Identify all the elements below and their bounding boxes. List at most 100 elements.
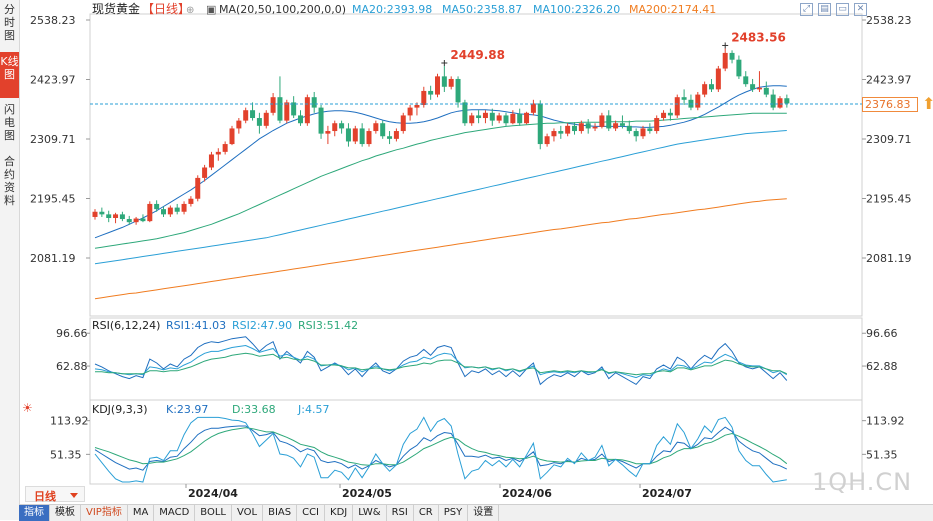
candle-body (195, 177, 201, 199)
side-tab[interactable]: 闪电图 (4, 103, 15, 142)
ma-line-ma100 (94, 130, 787, 265)
candle-body (640, 128, 646, 137)
candle-body (565, 125, 571, 134)
candle-body (695, 94, 701, 108)
ma-line-ma200 (94, 198, 787, 300)
candle-body (119, 214, 125, 220)
candle-body (304, 97, 310, 124)
candle-body (770, 94, 776, 108)
candle-body (613, 123, 619, 129)
ma-line-ma50 (94, 112, 787, 249)
sub-axis-label-left: 62.88 (56, 360, 88, 373)
side-tab[interactable]: 合约资料 (4, 155, 15, 207)
candle-body (154, 203, 160, 210)
candle-body (606, 115, 612, 129)
candle-body (352, 128, 358, 142)
price-axis-label-right: 2309.71 (866, 133, 912, 146)
candle-body (215, 151, 221, 155)
toolbar-item[interactable]: CR (414, 505, 439, 521)
watermark: 1QH.CN (812, 468, 913, 496)
sub-axis-label-left: 96.66 (56, 327, 88, 340)
date-axis-label: 2024/07 (642, 487, 692, 500)
candle-body (140, 218, 146, 222)
candle-body (619, 123, 625, 126)
candle-body (537, 103, 543, 145)
ma-toggle-icon: ▣ (206, 3, 216, 16)
candle-body (462, 102, 468, 124)
candle-body (448, 78, 454, 87)
candle-body (256, 118, 262, 126)
candle-body (298, 115, 303, 124)
candle-body (345, 128, 351, 142)
candle-body (626, 125, 632, 132)
toolbar-item[interactable]: PSY (439, 505, 469, 521)
candle-body (263, 112, 269, 126)
toolbar-item[interactable]: 设置 (468, 505, 500, 521)
fullscreen-icon[interactable]: ⤢ (800, 3, 813, 16)
ma200-value: MA200:2174.41 (629, 3, 716, 16)
candle-body (633, 131, 639, 137)
candle-body (455, 78, 461, 103)
candle-body (414, 105, 420, 108)
candle-body (284, 102, 290, 121)
high-annotation-label: 2483.56 (731, 30, 786, 44)
instrument-name: 现货黄金 (92, 1, 140, 16)
toolbar-item[interactable]: VOL (232, 505, 264, 521)
ma50-value: MA50:2358.87 (442, 3, 522, 16)
sub-axis-label-right: 62.88 (866, 360, 898, 373)
date-axis-label: 2024/04 (188, 487, 238, 500)
candle-body (469, 115, 475, 124)
candle-body (702, 84, 708, 95)
period-selector-label: 日线 (34, 490, 56, 503)
toolbar-item[interactable]: MACD (154, 505, 196, 521)
toolbar-item[interactable]: RSI (387, 505, 414, 521)
toolbar-item[interactable]: 指标 (19, 505, 50, 521)
candle-body (113, 214, 119, 219)
indicator-line-rsi2 (94, 344, 788, 379)
toolbar-item[interactable]: BOLL (195, 505, 232, 521)
price-axis-label-right: 2195.45 (866, 193, 912, 206)
toolbar-item[interactable]: VIP指标 (81, 505, 128, 521)
candle-body (482, 112, 488, 119)
candle-body (736, 59, 742, 77)
candle-body (585, 123, 591, 129)
toolbar-item[interactable]: 模板 (50, 505, 81, 521)
add-indicator-icon: ⊕ (186, 5, 194, 16)
toolbar-item[interactable]: BIAS (263, 505, 298, 521)
toolbar-item[interactable]: LW& (353, 505, 387, 521)
candle-body (722, 52, 728, 69)
candle-body (99, 211, 105, 215)
date-axis-label: 2024/05 (342, 487, 392, 500)
candle-body (229, 128, 235, 145)
candle-body (270, 97, 276, 113)
settings-icon[interactable]: ▤ (818, 3, 831, 16)
candle-body (441, 76, 447, 87)
candle-body (332, 123, 338, 132)
toolbar-item[interactable]: CCI (297, 505, 326, 521)
price-axis-label-right: 2423.97 (866, 74, 912, 87)
candle-body (202, 167, 208, 178)
restore-icon[interactable]: ▭ (836, 3, 849, 16)
close-icon[interactable]: ✕ (854, 3, 867, 16)
side-tab[interactable]: K线图 (0, 52, 19, 98)
candle-body (318, 107, 324, 134)
price-axis-label-right: 2081.19 (866, 252, 912, 265)
candle-body (181, 203, 187, 212)
candle-body (524, 112, 530, 124)
candle-body (106, 214, 112, 219)
candle-body (407, 107, 413, 116)
candle-body (277, 97, 283, 121)
indicator-header-j: J:4.57 (297, 403, 329, 416)
side-tab[interactable]: 分时图 (4, 3, 15, 42)
candle-body (489, 112, 495, 121)
candle-body (428, 90, 434, 95)
candle-body (236, 120, 242, 129)
candle-body (503, 115, 509, 124)
toolbar-item[interactable]: MA (128, 505, 155, 521)
period-selector[interactable]: 日线 (25, 486, 85, 503)
toolbar-item[interactable]: KDJ (325, 505, 354, 521)
candle-body (784, 98, 790, 104)
candle-body (715, 68, 721, 90)
candle-body (510, 113, 516, 124)
